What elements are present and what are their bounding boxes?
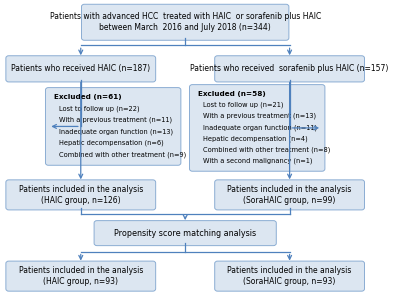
- Text: Patients with advanced HCC  treated with HAIC  or sorafenib plus HAIC
between Ma: Patients with advanced HCC treated with …: [50, 12, 321, 32]
- Text: Inadequate organ function (n=13): Inadequate organ function (n=13): [59, 128, 173, 135]
- Text: Lost to follow up (n=21): Lost to follow up (n=21): [203, 102, 283, 108]
- FancyBboxPatch shape: [190, 85, 325, 171]
- FancyBboxPatch shape: [6, 56, 156, 82]
- Text: With a second malignancy (n=1): With a second malignancy (n=1): [203, 158, 312, 164]
- Text: Lost to follow up (n=22): Lost to follow up (n=22): [59, 105, 139, 112]
- Text: Patients who received  sorafenib plus HAIC (n=157): Patients who received sorafenib plus HAI…: [190, 64, 389, 73]
- Text: Hepatic decompensation (n=4): Hepatic decompensation (n=4): [203, 135, 308, 142]
- FancyBboxPatch shape: [82, 4, 289, 40]
- FancyBboxPatch shape: [215, 56, 364, 82]
- FancyBboxPatch shape: [215, 261, 364, 291]
- Text: Excluded (n=61): Excluded (n=61): [54, 94, 121, 100]
- Text: Combined with other treatment (n=8): Combined with other treatment (n=8): [203, 147, 330, 153]
- Text: Excluded (n=58): Excluded (n=58): [198, 91, 265, 97]
- FancyBboxPatch shape: [46, 88, 181, 165]
- Text: Patients included in the analysis
(HAIC group, n=93): Patients included in the analysis (HAIC …: [18, 266, 143, 286]
- Text: With a previous treatment (n=13): With a previous treatment (n=13): [203, 113, 316, 119]
- FancyBboxPatch shape: [6, 180, 156, 210]
- Text: Combined with other treatment (n=9): Combined with other treatment (n=9): [59, 152, 186, 158]
- Text: With a previous treatment (n=11): With a previous treatment (n=11): [59, 117, 172, 123]
- FancyBboxPatch shape: [94, 221, 276, 245]
- FancyBboxPatch shape: [215, 180, 364, 210]
- Text: Hepatic decompensation (n=6): Hepatic decompensation (n=6): [59, 140, 164, 147]
- Text: Patients included in the analysis
(SoraHAIC group, n=99): Patients included in the analysis (SoraH…: [228, 185, 352, 205]
- Text: Inadequate organ function (n=11): Inadequate organ function (n=11): [203, 124, 317, 131]
- Text: Patients who received HAIC (n=187): Patients who received HAIC (n=187): [11, 64, 150, 73]
- Text: Propensity score matching analysis: Propensity score matching analysis: [114, 229, 256, 238]
- Text: Patients included in the analysis
(HAIC group, n=126): Patients included in the analysis (HAIC …: [18, 185, 143, 205]
- FancyBboxPatch shape: [6, 261, 156, 291]
- Text: Patients included in the analysis
(SoraHAIC group, n=93): Patients included in the analysis (SoraH…: [228, 266, 352, 286]
